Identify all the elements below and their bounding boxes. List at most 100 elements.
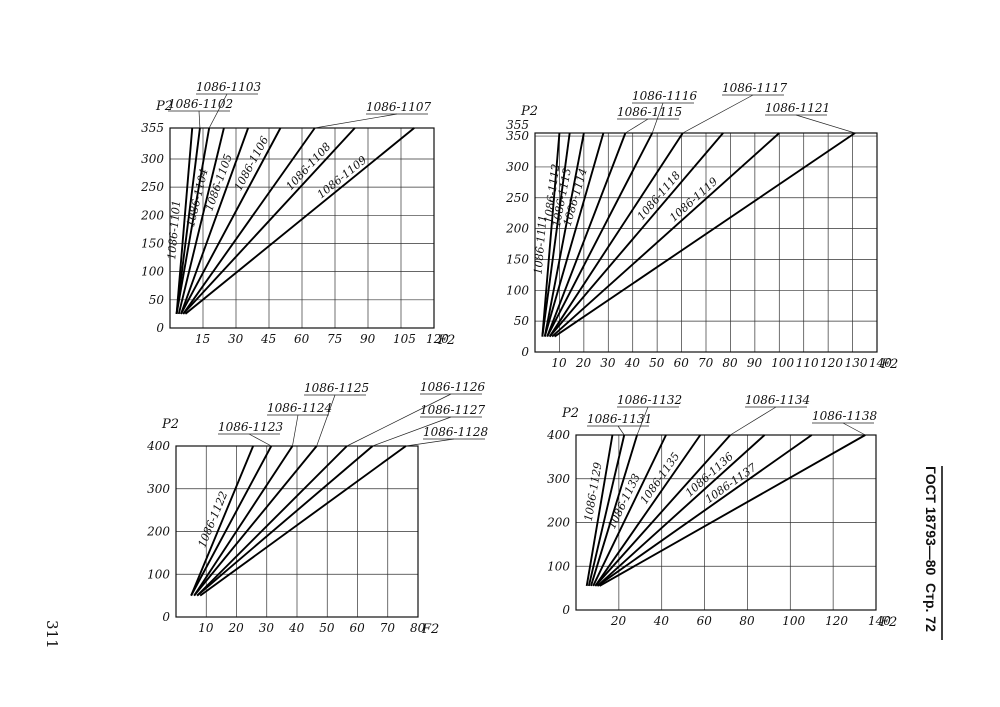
plot-frame <box>575 434 877 611</box>
y-axis-label: P2 <box>520 104 538 119</box>
x-tick-label: 120 <box>820 356 843 370</box>
x-tick-label: 130 <box>845 356 868 370</box>
x-tick-label: 30 <box>228 332 244 346</box>
series-label: 1086-1129 <box>582 461 605 522</box>
x-tick-label: 30 <box>600 356 616 370</box>
standard-number: ГОСТ 18793—80 <box>923 466 939 576</box>
plot-frame <box>169 127 435 329</box>
x-axis-label: F2 <box>880 357 898 372</box>
y-tick-label: 100 <box>506 283 529 297</box>
series-label-top: 1086-1117 <box>722 81 787 95</box>
y-axis-label: P2 <box>561 406 579 421</box>
x-tick-label: 75 <box>327 332 342 346</box>
x-tick-label: 40 <box>288 621 305 635</box>
label-leader <box>198 110 201 129</box>
page-number: 311 <box>43 620 61 649</box>
x-tick-label: 120 <box>426 332 449 346</box>
y-tick-label: 50 <box>514 314 530 328</box>
series-label-top: 1086-1127 <box>420 403 485 417</box>
series-label: 1086-1101 <box>165 200 183 261</box>
series-line <box>193 445 318 597</box>
x-axis-label: F2 <box>421 622 439 637</box>
series-line <box>182 127 356 315</box>
series-line <box>543 132 585 337</box>
series-line <box>551 132 780 338</box>
y-tick-label-top: 355 <box>506 118 529 132</box>
series-label-top: 1086-1128 <box>423 425 488 439</box>
y-tick-label: 350 <box>506 129 529 143</box>
series-line <box>190 445 273 597</box>
series-line <box>175 127 201 315</box>
y-tick-label: 355 <box>141 121 164 135</box>
y-tick-label: 0 <box>521 345 529 359</box>
series-line <box>546 132 654 338</box>
x-tick-label: 10 <box>198 621 214 635</box>
chart-1101-1109: 15 30 45 60 75 90 105 120 0 50 100 150 200 250 300 355 P… <box>140 80 455 348</box>
series-label-top: 1086-1116 <box>632 89 697 103</box>
series-line <box>548 132 684 338</box>
plot-frame <box>175 445 419 618</box>
label-leader <box>617 425 625 436</box>
series-line <box>594 434 702 587</box>
plot-frame <box>534 132 878 353</box>
x-tick-label: 140 <box>868 614 891 628</box>
series-line <box>199 445 407 597</box>
y-tick-label: 100 <box>547 559 570 573</box>
label-leader <box>730 406 777 436</box>
y-tick-label: 0 <box>562 603 570 617</box>
series-label-top: 1086-1123 <box>218 420 283 434</box>
x-tick-label: 60 <box>674 356 690 370</box>
series-label-top: 1086-1124 <box>267 401 332 415</box>
y-tick-label: 300 <box>506 160 529 174</box>
series-line <box>592 434 667 587</box>
x-tick-label: 60 <box>294 332 310 346</box>
series-line <box>184 127 415 315</box>
label-leader <box>372 416 452 447</box>
x-tick-label: 40 <box>624 356 641 370</box>
series-line <box>180 127 249 315</box>
label-leader <box>292 414 299 447</box>
series-label-top: 1086-1132 <box>617 393 682 407</box>
series-line <box>590 434 638 587</box>
y-tick-label: 400 <box>546 428 570 442</box>
x-tick-label: 90 <box>360 332 376 346</box>
x-tick-label: 50 <box>649 356 665 370</box>
x-tick-label: 80 <box>410 621 426 635</box>
label-leader <box>795 114 856 134</box>
y-tick-label: 200 <box>140 208 164 222</box>
x-tick-label: 60 <box>697 614 713 628</box>
series-line <box>594 434 731 587</box>
y-tick-label: 300 <box>141 152 164 166</box>
series-label-top: 1086-1126 <box>420 380 485 394</box>
y-tick-label: 200 <box>546 516 570 530</box>
label-leader <box>316 394 336 447</box>
series-label-top: 1086-1103 <box>196 80 261 94</box>
label-leader <box>636 406 649 436</box>
x-tick-label: 105 <box>393 332 416 346</box>
x-axis-label: F2 <box>437 333 455 348</box>
series-line <box>546 132 627 337</box>
x-tick-label: 45 <box>260 332 276 346</box>
y-axis-label: P2 <box>161 417 179 432</box>
series-line <box>196 445 374 597</box>
y-tick-label: 400 <box>146 439 170 453</box>
series-line <box>548 132 724 338</box>
chart-1111-1121: 10 20 30 40 50 60 70 80 90 100 110 120 130 1400501001… <box>505 81 898 372</box>
series-label-top: 1086-1138 <box>812 409 877 423</box>
x-tick-label: 140 <box>869 356 892 370</box>
y-tick-label: 300 <box>147 482 170 496</box>
series-label: 1086-1109 <box>315 153 370 201</box>
series-line <box>554 132 856 338</box>
y-tick-label: 0 <box>162 610 170 624</box>
label-leader <box>842 422 866 436</box>
series-line <box>193 445 294 597</box>
x-tick-label: 30 <box>259 621 275 635</box>
x-axis-label: F2 <box>879 615 897 630</box>
series-line <box>190 445 255 596</box>
series-label-top: 1086-1115 <box>617 105 682 119</box>
y-tick-label: 250 <box>140 180 164 194</box>
standard-page: Стр. 72 <box>923 583 939 632</box>
x-tick-label: 70 <box>698 356 714 370</box>
